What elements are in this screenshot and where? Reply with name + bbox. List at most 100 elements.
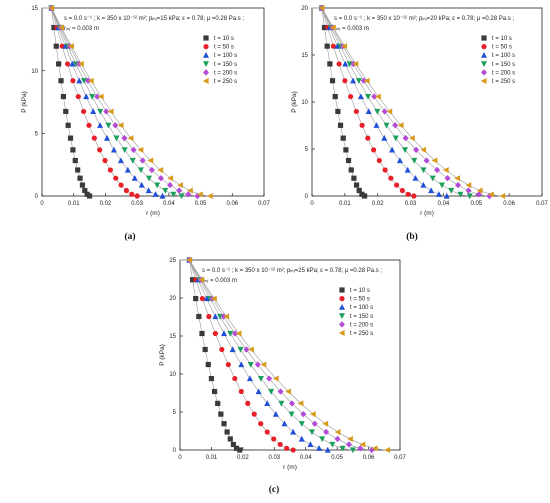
data-point: [355, 78, 362, 84]
data-point: [271, 436, 277, 442]
data-point: [60, 93, 67, 100]
data-point: [444, 174, 451, 182]
data-point: [454, 175, 460, 182]
series-fit-line: [312, 7, 447, 197]
data-point: [224, 429, 230, 435]
legend-label: t = 200 s: [214, 70, 237, 76]
data-point: [266, 375, 273, 382]
data-point: [212, 330, 218, 337]
data-point: [152, 191, 159, 197]
data-point: [210, 295, 217, 302]
data-point: [348, 167, 354, 173]
series-4: [42, 5, 185, 200]
data-point: [457, 191, 464, 198]
data-point: [64, 61, 71, 67]
data-point: [68, 43, 74, 50]
data-point: [157, 174, 164, 182]
y-tick-label: 10: [31, 69, 38, 75]
chart-panel-2: 0 0.01 0.02 0.03 0.04 0.05 0.06 0.07 0 5 10 15 20 r (…: [291, 4, 548, 217]
data-point: [311, 420, 318, 427]
data-point: [316, 445, 323, 451]
data-point: [70, 147, 76, 153]
data-point: [77, 175, 83, 181]
parameter-annotation: rᵢₙⱼ = 0.003 m: [202, 278, 237, 284]
data-point: [383, 122, 390, 129]
data-point: [438, 182, 445, 189]
data-point: [187, 187, 193, 194]
data-point: [127, 135, 134, 142]
data-point: [342, 60, 349, 67]
data-point: [465, 182, 472, 189]
data-point: [75, 93, 81, 100]
legend-label: t = 200 s: [350, 322, 373, 328]
data-point: [230, 441, 237, 448]
data-point: [157, 166, 164, 173]
data-point: [178, 193, 185, 200]
data-point: [290, 428, 297, 435]
data-point: [404, 166, 411, 173]
data-point: [79, 182, 86, 188]
x-tick-label: 0.03: [405, 201, 417, 207]
series-fit-line: [42, 7, 138, 197]
x-tick-label: 0.05: [195, 201, 207, 207]
data-point: [434, 166, 441, 174]
series-5: [312, 4, 493, 200]
x-tick-label: 0.07: [258, 201, 270, 207]
data-point: [409, 135, 415, 142]
parameter-annotation: s = 0.0 s⁻¹ ; k = 350 x 10⁻¹² m²; pᵢₙⱼ=2…: [334, 16, 514, 22]
data-point: [215, 400, 221, 406]
data-point: [110, 146, 117, 153]
data-point: [374, 108, 381, 115]
data-point: [264, 429, 270, 435]
data-point: [107, 108, 114, 115]
x-tick-label: 0: [40, 201, 44, 207]
data-point: [117, 122, 124, 129]
series-6: [180, 257, 391, 453]
data-point: [324, 446, 331, 453]
data-point: [56, 61, 62, 67]
x-tick-label: 0.01: [206, 455, 218, 461]
data-point: [413, 146, 420, 154]
x-axis-label: r (m): [283, 464, 297, 471]
data-point: [397, 122, 404, 129]
legend-marker: [203, 35, 209, 41]
data-point: [138, 181, 145, 188]
data-point: [339, 445, 346, 452]
data-point: [167, 181, 174, 189]
data-point: [423, 157, 430, 164]
legend-marker: [481, 52, 487, 58]
data-point: [86, 193, 93, 199]
data-point: [229, 346, 236, 353]
x-tick-label: 0.02: [372, 201, 384, 207]
data-point: [307, 441, 314, 448]
data-point: [137, 167, 144, 174]
legend-label: t = 10 s: [350, 288, 370, 294]
data-point: [167, 175, 174, 182]
data-point: [51, 24, 57, 31]
data-point: [137, 146, 144, 153]
data-point: [247, 361, 254, 368]
data-point: [349, 447, 356, 454]
series-fit-line: [180, 259, 372, 451]
data-point: [389, 146, 396, 153]
data-point: [235, 330, 242, 337]
legend-label: t = 100 s: [214, 53, 237, 59]
data-point: [476, 187, 483, 194]
data-point: [246, 375, 253, 382]
x-tick-label: 0: [310, 201, 314, 207]
y-tick-label: 15: [169, 334, 176, 340]
data-point: [199, 330, 205, 337]
series-fit-line: [312, 7, 470, 197]
data-point: [411, 157, 418, 164]
legend-marker: [339, 287, 345, 293]
legend-label: t = 50 s: [350, 297, 370, 303]
data-point: [81, 78, 88, 84]
data-point: [148, 166, 155, 174]
data-point: [97, 108, 104, 115]
data-point: [359, 191, 365, 197]
data-point: [121, 147, 128, 154]
data-point: [332, 93, 338, 100]
y-tick-label: 5: [305, 147, 309, 153]
data-point: [105, 122, 112, 129]
data-point: [208, 375, 215, 382]
